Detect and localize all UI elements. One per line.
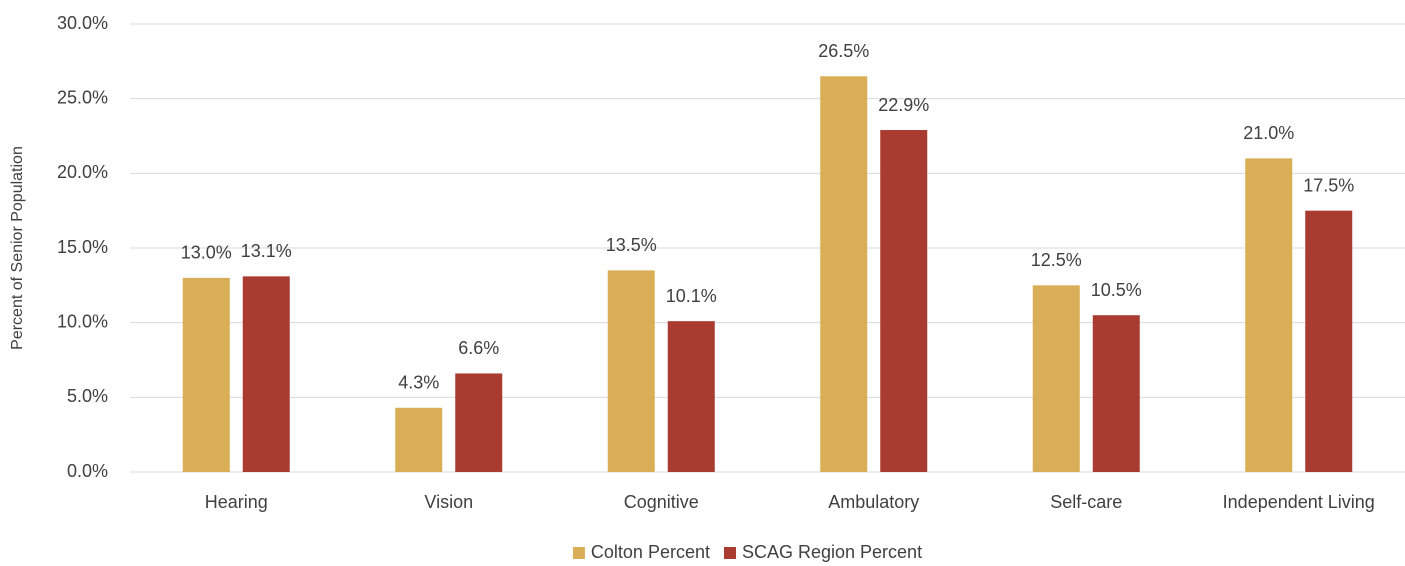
x-tick-label: Vision <box>424 492 473 512</box>
x-tick-label: Cognitive <box>624 492 699 512</box>
value-label: 6.6% <box>458 338 499 358</box>
bar <box>182 277 230 472</box>
y-tick-label: 15.0% <box>57 237 108 257</box>
value-label: 12.5% <box>1031 250 1082 270</box>
y-tick-label: 10.0% <box>57 311 108 331</box>
value-label: 26.5% <box>818 41 869 61</box>
x-tick-label: Ambulatory <box>828 492 919 512</box>
bar <box>1032 285 1080 472</box>
bar <box>395 407 443 472</box>
y-tick-label: 5.0% <box>67 386 108 406</box>
y-axis-label: Percent of Senior Population <box>9 146 26 350</box>
legend-label: Colton Percent <box>591 542 710 562</box>
bar <box>242 276 290 472</box>
value-label: 4.3% <box>398 373 439 393</box>
bar <box>820 76 868 473</box>
value-label: 17.5% <box>1303 175 1354 195</box>
y-tick-label: 30.0% <box>57 13 108 33</box>
value-label: 21.0% <box>1243 123 1294 143</box>
bar <box>880 130 928 472</box>
value-label: 13.0% <box>181 243 232 263</box>
x-tick-label: Self-care <box>1050 492 1122 512</box>
x-tick-label: Independent Living <box>1223 492 1375 512</box>
legend-swatch <box>572 547 585 559</box>
bar <box>1305 210 1353 472</box>
value-label: 13.5% <box>606 235 657 255</box>
value-label: 22.9% <box>878 95 929 115</box>
value-label: 10.1% <box>666 286 717 306</box>
bar <box>667 321 715 472</box>
bar <box>1092 315 1140 472</box>
bar <box>607 270 655 472</box>
value-label: 10.5% <box>1091 280 1142 300</box>
x-tick-label: Hearing <box>205 492 268 512</box>
y-tick-label: 0.0% <box>67 461 108 481</box>
y-tick-label: 25.0% <box>57 87 108 107</box>
legend-label: SCAG Region Percent <box>742 542 922 562</box>
value-label: 13.1% <box>241 241 292 261</box>
bar <box>455 373 503 472</box>
legend-swatch <box>723 547 736 559</box>
y-tick-label: 20.0% <box>57 162 108 182</box>
bar <box>1245 158 1293 472</box>
